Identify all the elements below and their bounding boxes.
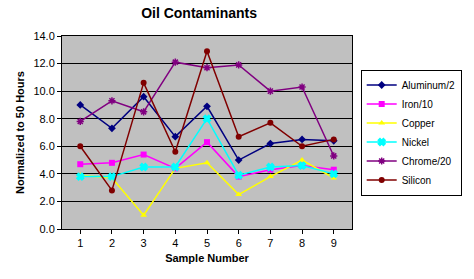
svg-text:Sample Number: Sample Number <box>165 252 249 264</box>
svg-text:Iron/10: Iron/10 <box>402 99 434 110</box>
svg-text:7: 7 <box>267 237 273 249</box>
svg-text:14.0: 14.0 <box>33 30 54 42</box>
svg-text:10.0: 10.0 <box>33 85 54 97</box>
svg-text:Silicon: Silicon <box>402 175 431 186</box>
svg-text:4.0: 4.0 <box>40 168 55 180</box>
svg-text:Oil Contaminants: Oil Contaminants <box>141 5 257 21</box>
svg-text:Nickel: Nickel <box>402 137 429 148</box>
svg-text:Copper: Copper <box>402 118 435 129</box>
svg-text:8.0: 8.0 <box>40 113 55 125</box>
svg-text:Normalized to 50 Hours: Normalized to 50 Hours <box>14 71 26 194</box>
svg-text:9: 9 <box>331 237 337 249</box>
svg-text:0.0: 0.0 <box>40 223 55 235</box>
svg-text:5: 5 <box>204 237 210 249</box>
svg-text:6: 6 <box>236 237 242 249</box>
svg-text:3: 3 <box>141 237 147 249</box>
svg-text:1: 1 <box>77 237 83 249</box>
svg-text:8: 8 <box>299 237 305 249</box>
svg-text:4: 4 <box>172 237 178 249</box>
svg-text:12.0: 12.0 <box>33 57 54 69</box>
svg-text:Aluminum/2: Aluminum/2 <box>402 80 455 91</box>
svg-text:2.0: 2.0 <box>40 195 55 207</box>
svg-text:Chrome/20: Chrome/20 <box>402 156 452 167</box>
svg-text:6.0: 6.0 <box>40 140 55 152</box>
svg-text:2: 2 <box>109 237 115 249</box>
